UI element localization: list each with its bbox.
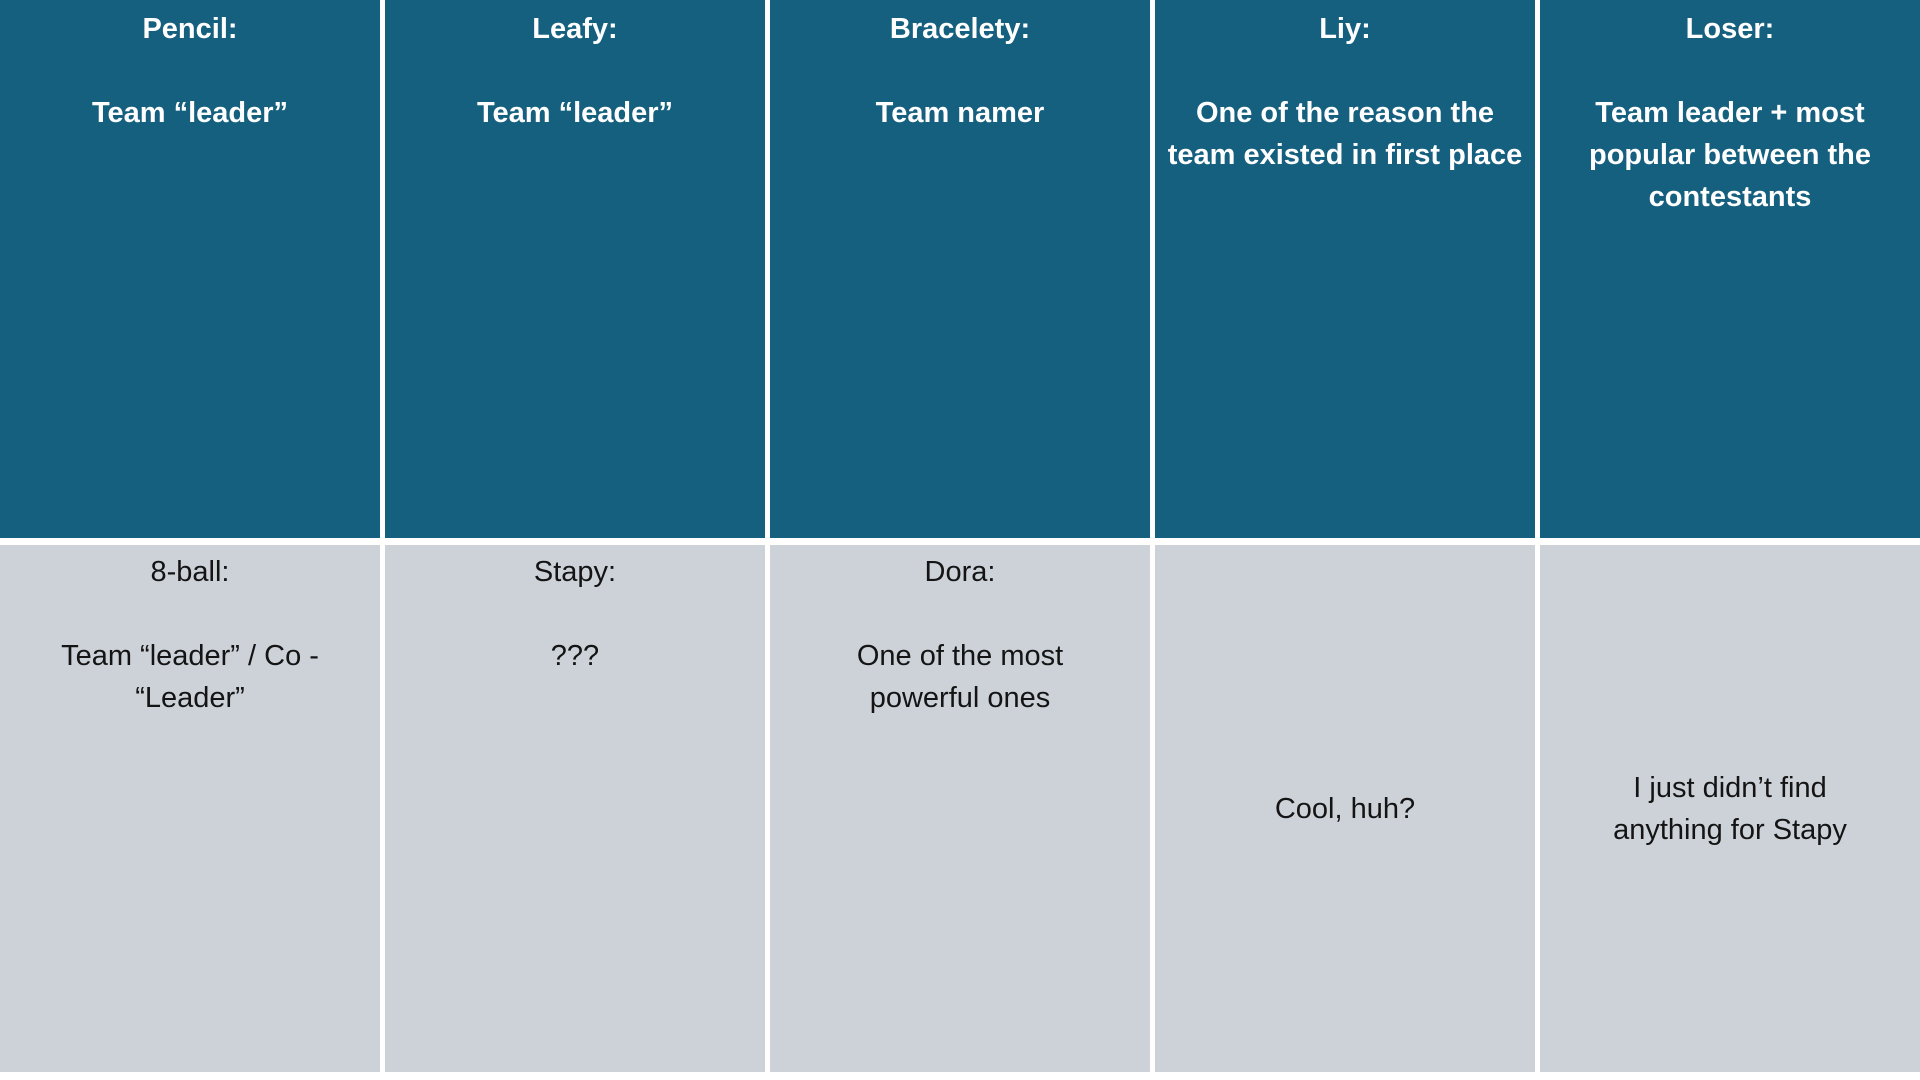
header-subtitle-pencil: Team “leader” [91, 97, 289, 129]
header-cell-loser: Loser: Team leader + most popular betwee… [1540, 0, 1920, 538]
body-cell-stapy: Stapy: ??? [385, 545, 765, 1072]
header-cell-bracelety: Bracelety: Team namer [770, 0, 1150, 538]
body-title-stapy: Stapy: [533, 556, 617, 588]
blank-line [780, 50, 1140, 92]
body-text-liy: Cool, huh? [1274, 792, 1416, 825]
header-subtitle-bracelety: Team namer [875, 97, 1045, 129]
body-title-8ball: 8-ball: [150, 556, 230, 588]
header-subtitle-liy: One of the reason the team existed in fi… [1167, 97, 1523, 171]
header-title-bracelety: Bracelety: [889, 13, 1031, 45]
header-cell-leafy: Leafy: Team “leader” [385, 0, 765, 538]
header-title-loser: Loser: [1685, 13, 1775, 45]
body-text-8ball: Team “leader” / Co - “Leader” [61, 640, 319, 714]
blank-line [780, 593, 1140, 635]
body-text-stapy: ??? [550, 640, 600, 672]
body-text-dora: One of the most powerful ones [856, 640, 1064, 714]
blank-line [10, 593, 370, 635]
body-cell-liy: Cool, huh? [1155, 545, 1535, 1072]
blank-line [395, 593, 755, 635]
body-text-loser: I just didn’t find anything for Stapy [1613, 771, 1847, 846]
header-subtitle-loser: Team leader + most popular between the c… [1589, 97, 1871, 213]
blank-line [1165, 50, 1525, 92]
blank-line [10, 50, 370, 92]
header-cell-pencil: Pencil: Team “leader” [0, 0, 380, 538]
blank-line [1550, 50, 1910, 92]
header-title-leafy: Leafy: [532, 13, 618, 45]
body-cell-8ball: 8-ball: Team “leader” / Co - “Leader” [0, 545, 380, 1072]
header-title-pencil: Pencil: [142, 13, 238, 45]
body-title-dora: Dora: [924, 556, 996, 588]
blank-line [395, 50, 755, 92]
header-title-liy: Liy: [1319, 13, 1371, 45]
header-subtitle-leafy: Team “leader” [476, 97, 674, 129]
body-cell-dora: Dora: One of the most powerful ones [770, 545, 1150, 1072]
header-cell-liy: Liy: One of the reason the team existed … [1155, 0, 1535, 538]
body-cell-loser: I just didn’t find anything for Stapy [1540, 545, 1920, 1072]
